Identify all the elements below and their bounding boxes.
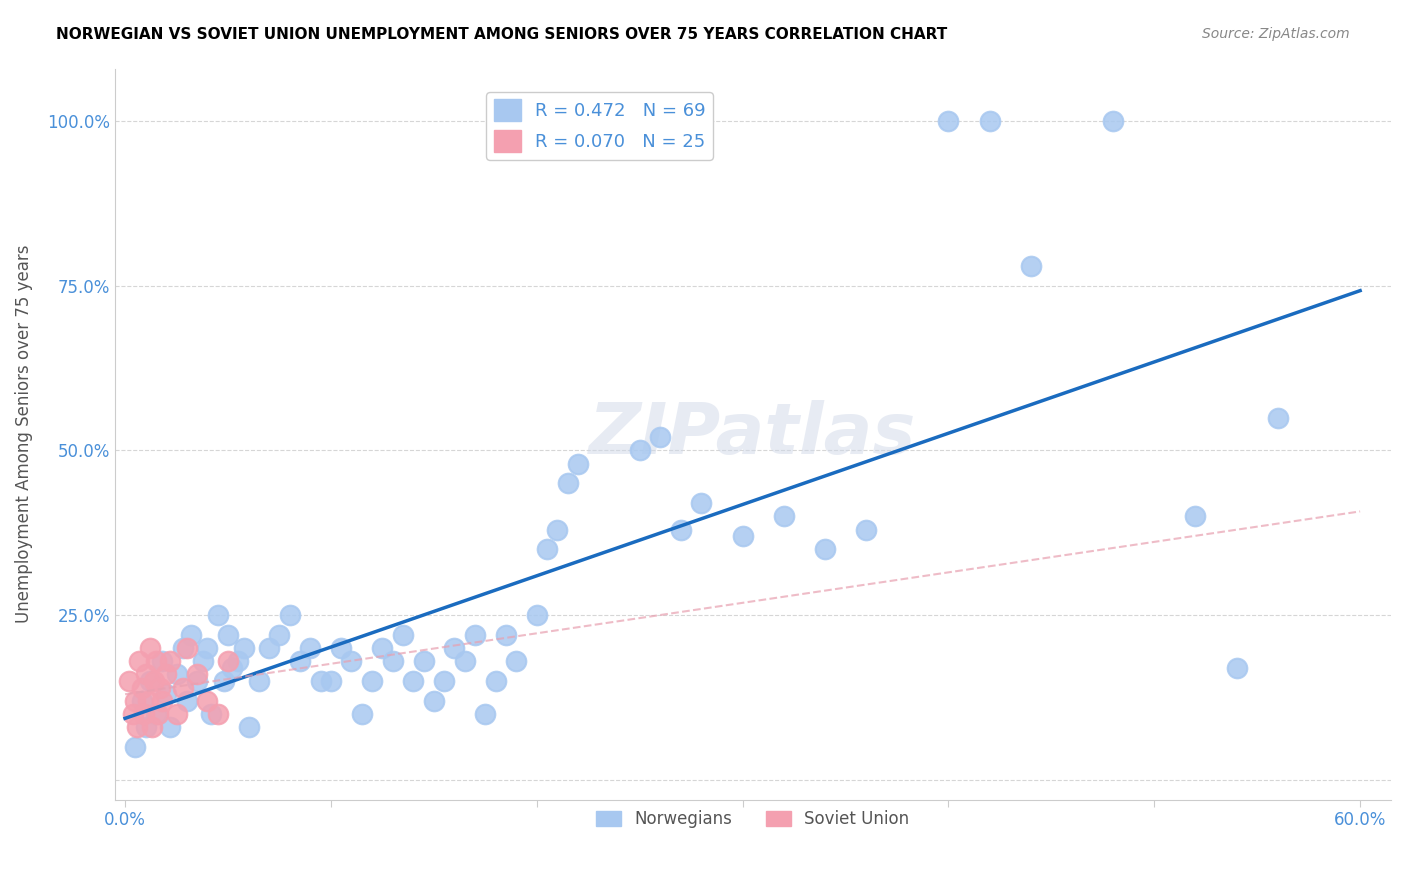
- Point: [526, 608, 548, 623]
- Point: [546, 523, 568, 537]
- Point: [423, 694, 446, 708]
- Point: [145, 706, 167, 721]
- Point: [1267, 410, 1289, 425]
- Point: [433, 673, 456, 688]
- Point: [772, 509, 794, 524]
- Point: [1102, 114, 1125, 128]
- Point: [217, 654, 239, 668]
- Point: [412, 654, 434, 668]
- Point: [150, 654, 173, 668]
- Point: [309, 673, 332, 688]
- Text: ZIPatlas: ZIPatlas: [589, 400, 917, 468]
- Point: [238, 720, 260, 734]
- Point: [443, 641, 465, 656]
- Point: [124, 694, 146, 708]
- Point: [122, 706, 145, 721]
- Point: [979, 114, 1001, 128]
- Point: [1019, 259, 1042, 273]
- Point: [330, 641, 353, 656]
- Point: [166, 706, 188, 721]
- Point: [186, 673, 208, 688]
- Point: [1184, 509, 1206, 524]
- Point: [145, 654, 167, 668]
- Point: [195, 694, 218, 708]
- Point: [139, 641, 162, 656]
- Point: [159, 654, 181, 668]
- Point: [567, 457, 589, 471]
- Point: [155, 687, 177, 701]
- Point: [226, 654, 249, 668]
- Text: NORWEGIAN VS SOVIET UNION UNEMPLOYMENT AMONG SENIORS OVER 75 YEARS CORRELATION C: NORWEGIAN VS SOVIET UNION UNEMPLOYMENT A…: [56, 27, 948, 42]
- Point: [371, 641, 394, 656]
- Point: [319, 673, 342, 688]
- Point: [257, 641, 280, 656]
- Legend: Norwegians, Soviet Union: Norwegians, Soviet Union: [589, 804, 917, 835]
- Point: [146, 706, 169, 721]
- Point: [233, 641, 256, 656]
- Point: [669, 523, 692, 537]
- Point: [159, 720, 181, 734]
- Point: [118, 673, 141, 688]
- Point: [690, 496, 713, 510]
- Point: [186, 667, 208, 681]
- Point: [278, 608, 301, 623]
- Point: [221, 661, 243, 675]
- Point: [855, 523, 877, 537]
- Point: [172, 681, 194, 695]
- Point: [131, 694, 153, 708]
- Point: [176, 694, 198, 708]
- Point: [484, 673, 506, 688]
- Point: [207, 706, 229, 721]
- Point: [155, 667, 177, 681]
- Point: [149, 681, 172, 695]
- Point: [361, 673, 384, 688]
- Point: [814, 542, 837, 557]
- Point: [139, 673, 162, 688]
- Point: [172, 641, 194, 656]
- Point: [505, 654, 527, 668]
- Point: [132, 706, 155, 721]
- Point: [141, 720, 163, 734]
- Point: [402, 673, 425, 688]
- Point: [392, 628, 415, 642]
- Point: [299, 641, 322, 656]
- Point: [217, 628, 239, 642]
- Point: [474, 706, 496, 721]
- Point: [180, 628, 202, 642]
- Point: [454, 654, 477, 668]
- Point: [166, 667, 188, 681]
- Point: [381, 654, 404, 668]
- Point: [135, 667, 157, 681]
- Point: [340, 654, 363, 668]
- Point: [464, 628, 486, 642]
- Point: [628, 443, 651, 458]
- Point: [131, 681, 153, 695]
- Point: [212, 673, 235, 688]
- Y-axis label: Unemployment Among Seniors over 75 years: Unemployment Among Seniors over 75 years: [15, 244, 32, 624]
- Point: [127, 720, 149, 734]
- Point: [142, 673, 165, 688]
- Point: [200, 706, 222, 721]
- Point: [557, 476, 579, 491]
- Point: [1226, 661, 1249, 675]
- Point: [176, 641, 198, 656]
- Point: [207, 608, 229, 623]
- Point: [495, 628, 517, 642]
- Point: [350, 706, 373, 721]
- Point: [135, 720, 157, 734]
- Point: [288, 654, 311, 668]
- Point: [150, 694, 173, 708]
- Point: [195, 641, 218, 656]
- Point: [731, 529, 754, 543]
- Point: [247, 673, 270, 688]
- Point: [650, 430, 672, 444]
- Point: [124, 739, 146, 754]
- Point: [128, 654, 150, 668]
- Point: [536, 542, 558, 557]
- Point: [938, 114, 960, 128]
- Point: [193, 654, 215, 668]
- Point: [136, 694, 159, 708]
- Point: [269, 628, 291, 642]
- Text: Source: ZipAtlas.com: Source: ZipAtlas.com: [1202, 27, 1350, 41]
